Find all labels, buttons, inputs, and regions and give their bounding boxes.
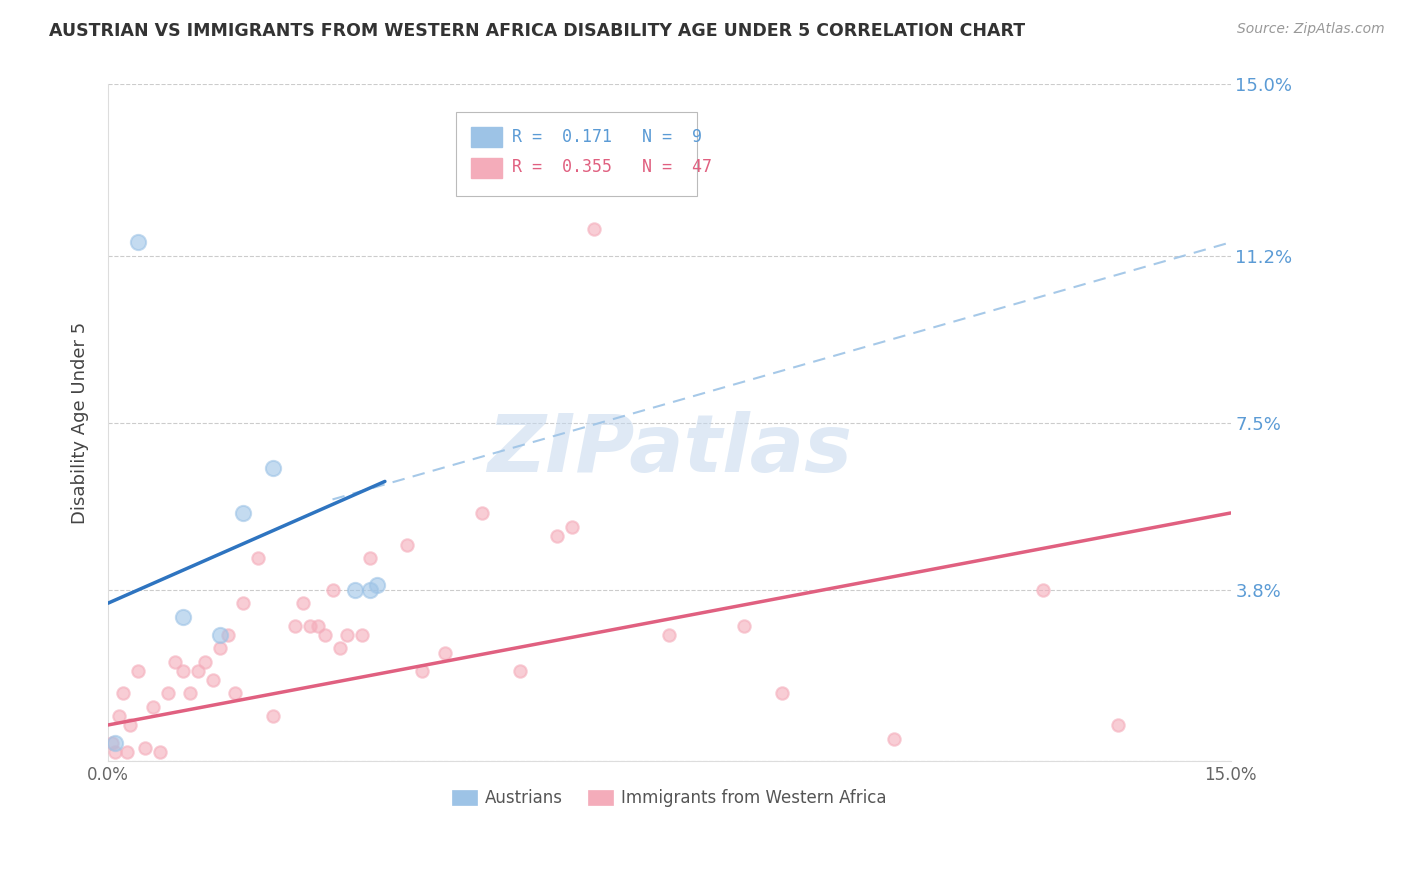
Legend: Austrians, Immigrants from Western Africa: Austrians, Immigrants from Western Afric… <box>446 782 894 814</box>
Point <box>120 718 142 732</box>
FancyBboxPatch shape <box>456 112 697 196</box>
FancyBboxPatch shape <box>471 158 502 178</box>
Point <box>366 578 388 592</box>
Point <box>1032 582 1054 597</box>
Point <box>142 700 165 714</box>
Point <box>224 686 246 700</box>
Text: ZIPatlas: ZIPatlas <box>486 411 852 489</box>
Point <box>1107 718 1129 732</box>
FancyBboxPatch shape <box>471 127 502 147</box>
Point <box>179 686 201 700</box>
Point <box>433 646 456 660</box>
Point <box>509 664 531 678</box>
Point <box>299 619 322 633</box>
Text: R =  0.171   N =  9: R = 0.171 N = 9 <box>512 128 702 145</box>
Point <box>314 628 336 642</box>
Point <box>352 628 374 642</box>
Point <box>291 596 314 610</box>
Point <box>209 628 232 642</box>
Point <box>127 235 149 250</box>
Point <box>658 628 681 642</box>
Point <box>246 551 269 566</box>
Point <box>111 686 134 700</box>
Point <box>104 745 127 759</box>
Point <box>156 686 179 700</box>
Point <box>100 736 122 750</box>
Point <box>194 655 217 669</box>
Point <box>336 628 359 642</box>
Point <box>201 673 224 687</box>
Point <box>329 641 352 656</box>
Point <box>134 740 156 755</box>
Text: R =  0.355   N =  47: R = 0.355 N = 47 <box>512 158 711 176</box>
Point <box>172 609 194 624</box>
Point <box>343 582 366 597</box>
Point <box>115 745 138 759</box>
Point <box>883 731 905 746</box>
Point <box>232 596 254 610</box>
Point <box>262 461 284 475</box>
Point <box>307 619 329 633</box>
Point <box>172 664 194 678</box>
Point <box>127 664 149 678</box>
Point <box>284 619 307 633</box>
Point <box>770 686 793 700</box>
Point <box>321 582 343 597</box>
Point <box>546 528 568 542</box>
Point <box>359 582 381 597</box>
Point <box>165 655 187 669</box>
Y-axis label: Disability Age Under 5: Disability Age Under 5 <box>72 322 89 524</box>
Text: AUSTRIAN VS IMMIGRANTS FROM WESTERN AFRICA DISABILITY AGE UNDER 5 CORRELATION CH: AUSTRIAN VS IMMIGRANTS FROM WESTERN AFRI… <box>49 22 1025 40</box>
Point <box>411 664 433 678</box>
Point <box>217 628 239 642</box>
Point <box>733 619 755 633</box>
Point <box>104 736 127 750</box>
Point <box>209 641 232 656</box>
Point <box>108 709 131 723</box>
Point <box>262 709 284 723</box>
Point <box>149 745 172 759</box>
Point <box>232 506 254 520</box>
Point <box>471 506 494 520</box>
Point <box>583 221 606 235</box>
Point <box>561 519 583 533</box>
Text: Source: ZipAtlas.com: Source: ZipAtlas.com <box>1237 22 1385 37</box>
Point <box>359 551 381 566</box>
Point <box>396 537 419 551</box>
Point <box>187 664 209 678</box>
